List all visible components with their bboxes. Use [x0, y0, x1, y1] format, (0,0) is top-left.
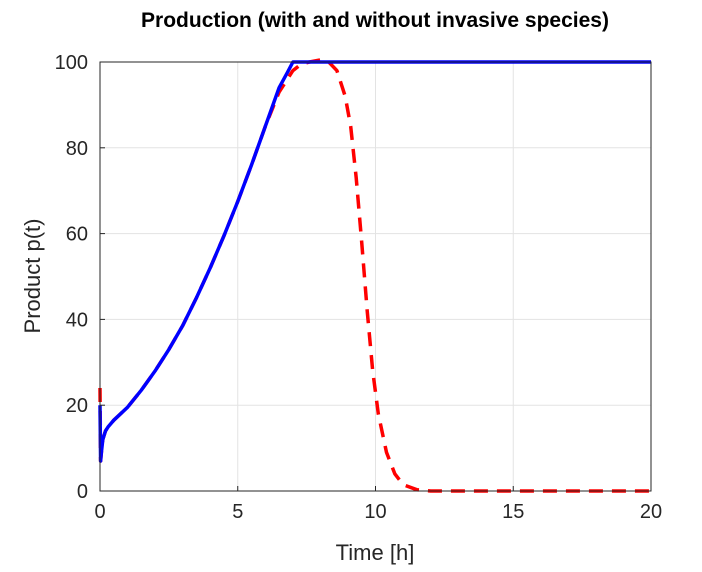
x-tick-label: 15 [502, 501, 524, 523]
x-tick-label: 5 [232, 501, 243, 523]
y-axis-label: Product p(t) [20, 219, 45, 334]
y-tick-label: 100 [55, 52, 88, 74]
y-tick-label: 80 [66, 138, 88, 160]
y-tick-label: 40 [66, 309, 88, 331]
x-tick-label: 20 [640, 501, 662, 523]
ticks: 0 5 10 15 20 0 20 40 60 80 100 [55, 52, 663, 523]
x-tick-label: 10 [364, 501, 386, 523]
x-axis-label: Time [h] [336, 540, 415, 565]
y-tick-label: 60 [66, 224, 88, 246]
chart-title: Production (with and without invasive sp… [141, 9, 609, 32]
y-tick-label: 0 [77, 481, 88, 503]
grid [100, 62, 651, 491]
y-tick-label: 20 [66, 395, 88, 417]
x-tick-label: 0 [94, 501, 105, 523]
